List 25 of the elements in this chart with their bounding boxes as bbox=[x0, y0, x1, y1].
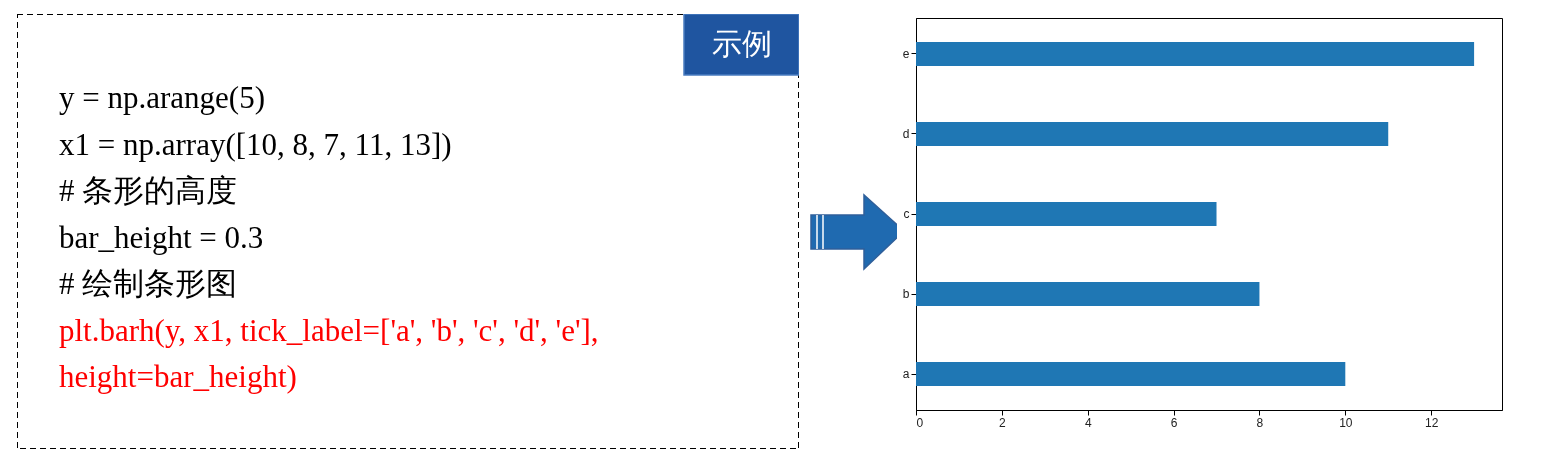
text: plt.barh(y, x1, tick_label=['a', 'b', 'c', 'd', 'e'], bbox=[59, 312, 599, 348]
bar bbox=[916, 42, 1475, 66]
text: # 绘制条形图 bbox=[59, 266, 238, 301]
y-tick-label: b bbox=[902, 287, 910, 301]
bar bbox=[916, 202, 1217, 226]
y-tick-label: a bbox=[902, 367, 910, 381]
x-tick-label: 10 bbox=[1339, 415, 1353, 430]
y-tick-label: e bbox=[902, 47, 910, 61]
text: y = np.arange(5) bbox=[59, 80, 265, 115]
text: # 条形的高度 bbox=[59, 173, 238, 208]
y-tick-label: d bbox=[902, 127, 910, 141]
x-tick-label: 0 bbox=[916, 415, 924, 430]
x-tick-label: 8 bbox=[1256, 415, 1264, 430]
x-tick-label: 4 bbox=[1084, 415, 1092, 430]
y-tick-label: c bbox=[903, 207, 910, 221]
bar bbox=[916, 362, 1346, 386]
x-tick-label: 12 bbox=[1424, 415, 1439, 430]
text: 示例 bbox=[712, 27, 772, 60]
text: x1 = np.array([10, 8, 7, 11, 13]) bbox=[59, 126, 452, 162]
text: height=bar_height) bbox=[59, 359, 297, 394]
bar bbox=[916, 282, 1260, 306]
x-tick-label: 2 bbox=[999, 415, 1007, 430]
text: bar_height = 0.3 bbox=[59, 219, 264, 255]
x-tick-label: 6 bbox=[1170, 415, 1178, 430]
bar bbox=[916, 122, 1389, 146]
